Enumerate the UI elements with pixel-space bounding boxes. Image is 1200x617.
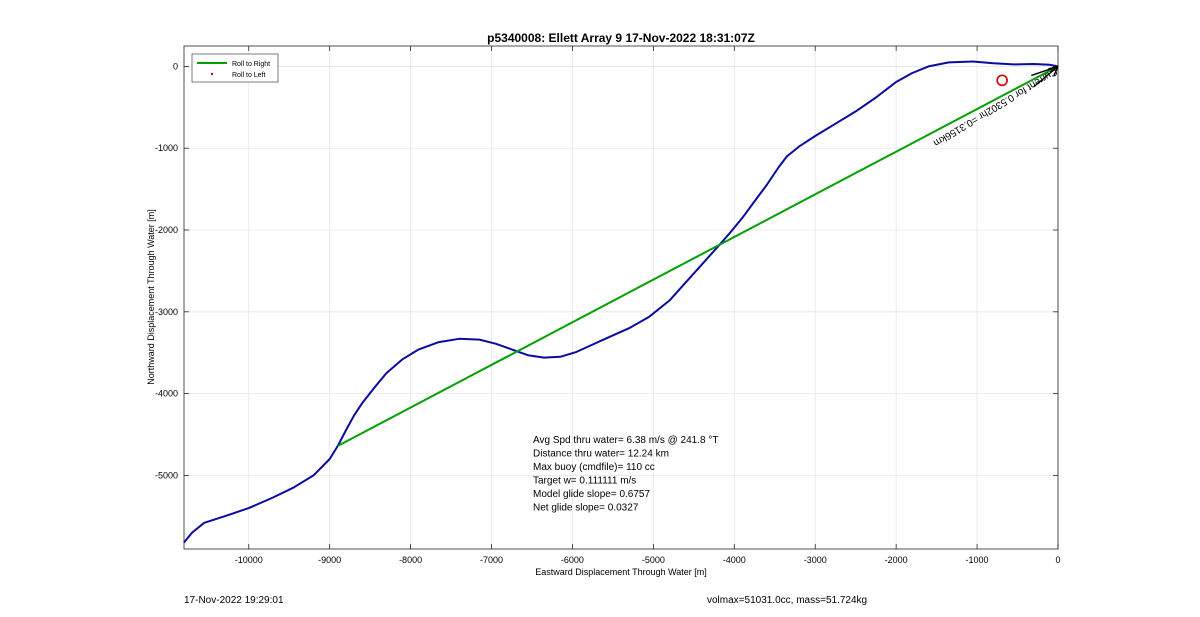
x-tick-label: 0 [1055,555,1060,565]
series-group [183,60,1059,544]
x-tick-label: -8000 [399,555,422,565]
legend-box [191,53,279,83]
x-tick-label: -4000 [723,555,746,565]
footer-volmass: volmax=51031.0cc, mass=51.724kg [707,595,868,606]
y-tick-label: -3000 [155,307,178,317]
x-tick-label: -1000 [966,555,989,565]
stats-line: Model glide slope= 0.6757 [533,489,650,500]
x-tick-label: -6000 [561,555,584,565]
net-displacement-line [337,65,1059,447]
current-arrow [1033,65,1059,88]
legend-label: Roll to Right [232,61,270,68]
y-tick-label: 0 [173,61,178,71]
y-tick-label: -4000 [155,389,178,399]
start-marker [996,74,1008,87]
current-label: Current for 0.5302hr =0.3156km [931,65,1059,148]
legend-label: Roll to Left [232,72,266,79]
y-axis: 0 -1000 -2000 -3000 -4000 -5000 [155,61,1058,480]
plot-area [183,45,1059,550]
stats-line: Target w= 0.111111 m/s [533,476,636,487]
stats-line: Max buoy (cmdfile)= 110 cc [533,462,655,473]
x-tick-label: -3000 [804,555,827,565]
legend-swatch-dot [210,72,214,76]
stats-line: Net glide slope= 0.0327 [533,503,639,514]
x-tick-label: -7000 [480,555,503,565]
stats-text: Avg Spd thru water= 6.38 m/s @ 241.8 °T D… [533,435,718,514]
x-axis: -10000 -9000 -8000 -7000 -6000 -5000 -4000 -300… [235,46,1061,565]
stats-line: Distance thru water= 12.24 km [533,449,669,460]
y-tick-label: -2000 [155,225,178,235]
x-tick-label: -10000 [235,555,263,565]
current-arrow-shaft [1031,65,1059,77]
footer-timestamp: 17-Nov-2022 19:29:01 [184,595,284,606]
y-axis-label: Northward Displacement Through Water [m] [146,209,156,385]
x-tick-label: -5000 [642,555,665,565]
legend: Roll to Right Roll to Left [191,53,279,83]
annotations [996,65,1059,88]
x-axis-label: Eastward Displacement Through Water [m] [535,567,707,577]
x-tick-label: -2000 [885,555,908,565]
x-tick-label: -9000 [318,555,341,565]
current-arrow-head [1053,66,1059,76]
y-tick-label: -5000 [155,470,178,480]
chart-title: p5340008: Ellett Array 9 17-Nov-2022 18:… [487,31,755,45]
y-tick-label: -1000 [155,143,178,153]
stats-line: Avg Spd thru water= 6.38 m/s @ 241.8 °T [533,435,718,446]
